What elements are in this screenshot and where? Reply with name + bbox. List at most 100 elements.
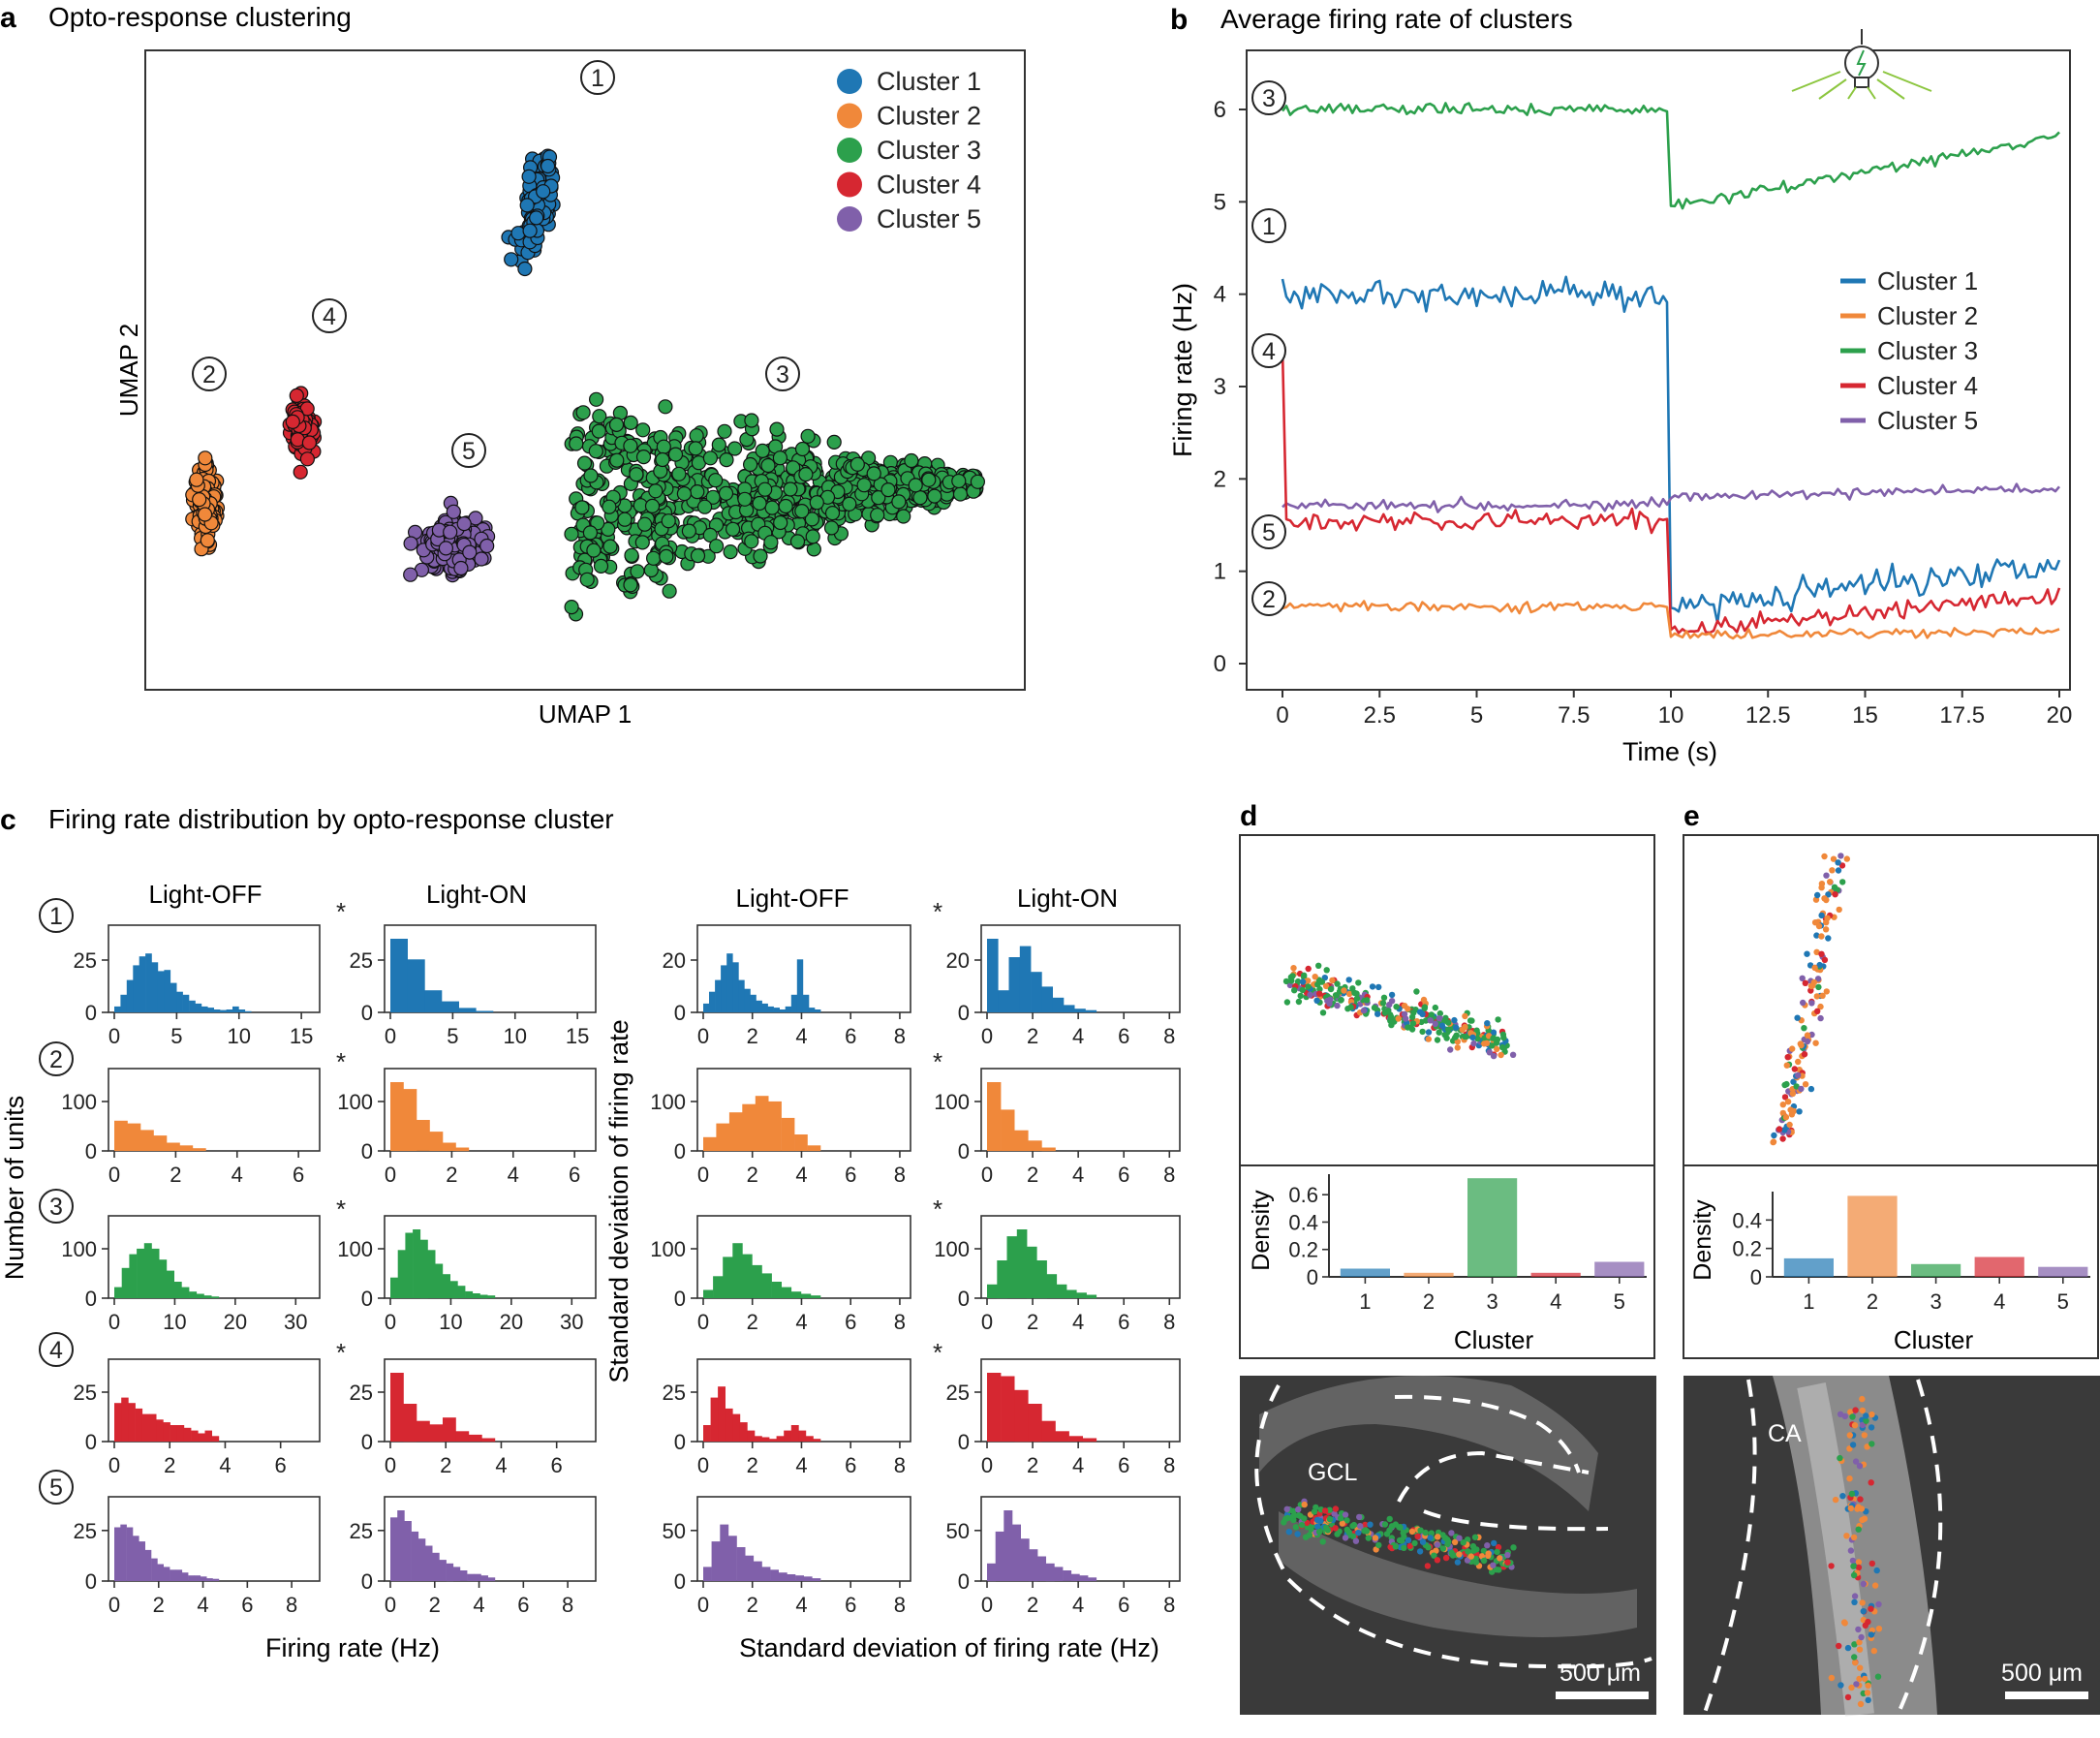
panel-letter-c: c: [0, 804, 16, 836]
umap-point: [760, 457, 776, 474]
unit-dot: [1375, 1541, 1382, 1549]
hist-bar: [159, 1259, 168, 1298]
hist-xtick-label: 0: [385, 1593, 396, 1617]
significance-star: *: [336, 1338, 346, 1367]
unit-dot: [1322, 1524, 1330, 1532]
hist-bar: [778, 1572, 788, 1581]
unit-dot: [1859, 1516, 1866, 1524]
col-title-fr-on: Light-ON: [426, 880, 527, 909]
unit-dot: [1395, 1015, 1402, 1022]
hist-ytick-label: 100: [61, 1090, 97, 1114]
unit-dot: [1467, 1553, 1475, 1560]
hist-bar: [226, 1009, 233, 1012]
umap-marker-3-label: 3: [776, 361, 789, 388]
unit-dot: [1411, 1539, 1418, 1547]
umap-marker-2: [192, 357, 227, 391]
hist-ytick-label: 100: [934, 1237, 970, 1261]
hist-ytick-label: 0: [674, 1139, 686, 1164]
unit-dot: [1489, 1042, 1496, 1049]
unit-dot: [1495, 1543, 1502, 1551]
hist-bar: [781, 1117, 795, 1151]
unit-dot: [1364, 997, 1371, 1004]
hist-bar: [407, 959, 425, 1012]
unit-dot: [1789, 1090, 1797, 1098]
hist-xtick-label: 15: [566, 1024, 589, 1048]
hist-bar: [397, 1510, 405, 1581]
unit-dot: [1823, 988, 1831, 995]
hist-bar: [468, 1434, 482, 1442]
rate-ytick-label: 6: [1214, 97, 1226, 123]
rate-xlabel: Time (s): [1622, 737, 1717, 766]
hist-bar: [802, 994, 810, 1012]
umap-point: [617, 512, 633, 527]
unit-dot: [1870, 1647, 1878, 1655]
umap-point: [583, 468, 599, 483]
hist-bar: [390, 1082, 404, 1151]
unit-dot: [1473, 1027, 1480, 1034]
hist-bar: [189, 1000, 196, 1012]
col-title-sd-on: Light-ON: [1017, 884, 1118, 913]
umap-point: [752, 495, 767, 512]
rate-ylabel: Firing rate (Hz): [1168, 283, 1197, 457]
unit-dot: [1456, 1535, 1463, 1541]
rate-ytick-label: 4: [1214, 282, 1226, 308]
umap-point: [504, 252, 519, 267]
unit-dot: [1305, 978, 1312, 984]
umap-marker-2-label: 2: [202, 361, 216, 388]
unit-dot: [1849, 1442, 1857, 1448]
hist-xtick-label: 6: [551, 1453, 563, 1477]
hist-bar: [742, 1254, 753, 1298]
hist-bar: [1074, 1009, 1086, 1012]
unit-dot: [1813, 932, 1820, 939]
umap-point: [456, 515, 472, 532]
umap-point: [737, 491, 753, 507]
unit-dot: [1388, 998, 1396, 1005]
hist-ytick-label: 25: [74, 1381, 97, 1405]
hist-xtick-label: 6: [845, 1310, 856, 1334]
hist-bar: [417, 1420, 430, 1442]
hist-ytick-label: 20: [946, 948, 970, 973]
panel-a: a Opto-response clustering UMAP 1 UMAP 2…: [0, 2, 1026, 729]
unit-dot: [1416, 1548, 1424, 1555]
unit-dot: [1815, 983, 1822, 991]
hist-bar: [739, 1422, 748, 1442]
unit-dot: [1472, 1555, 1479, 1563]
hist-bar: [135, 1408, 143, 1442]
hist-bar: [1041, 986, 1053, 1012]
unit-dot: [1859, 1421, 1867, 1429]
unit-dot: [1786, 1121, 1793, 1129]
unit-dot: [1401, 1544, 1407, 1552]
hist-bar: [1079, 1575, 1089, 1581]
hist-frame: [384, 1068, 597, 1152]
hist-bar: [151, 962, 159, 1012]
hist-bar: [703, 1003, 710, 1012]
unit-dot: [1490, 1562, 1497, 1568]
umap-point: [805, 529, 820, 544]
panel-c-title: Firing rate distribution by opto-respons…: [48, 804, 614, 834]
hist-xtick-label: 2: [1027, 1593, 1038, 1617]
hist-xtick-label: 6: [1118, 1024, 1129, 1048]
hist-xtick-label: 8: [894, 1593, 906, 1617]
unit-dot: [1424, 1563, 1432, 1569]
hist-bar: [244, 1010, 252, 1012]
hist-xtick-label: 5: [170, 1024, 182, 1048]
unit-dot: [1486, 1049, 1494, 1056]
hist-xtick-label: 0: [981, 1593, 993, 1617]
hist-xtick-label: 10: [504, 1024, 527, 1048]
unit-dot: [1868, 1605, 1874, 1612]
hist-bar: [425, 1545, 433, 1581]
hist-bar: [170, 1425, 178, 1442]
hist-bar: [397, 1250, 406, 1298]
unit-dot: [1425, 1544, 1432, 1551]
hist-bar: [1082, 1438, 1097, 1443]
hist-bar: [771, 1282, 782, 1298]
unit-dot: [1435, 1534, 1441, 1540]
unit-dot: [1393, 1004, 1400, 1010]
hist-bar: [738, 979, 745, 1012]
panel-letter-b: b: [1170, 4, 1188, 36]
hist-bar: [727, 1536, 737, 1581]
unit-dot: [1504, 1559, 1511, 1566]
unit-dot: [1859, 1407, 1867, 1414]
hist-bar: [390, 1373, 404, 1442]
unit-dot: [1490, 1029, 1498, 1036]
